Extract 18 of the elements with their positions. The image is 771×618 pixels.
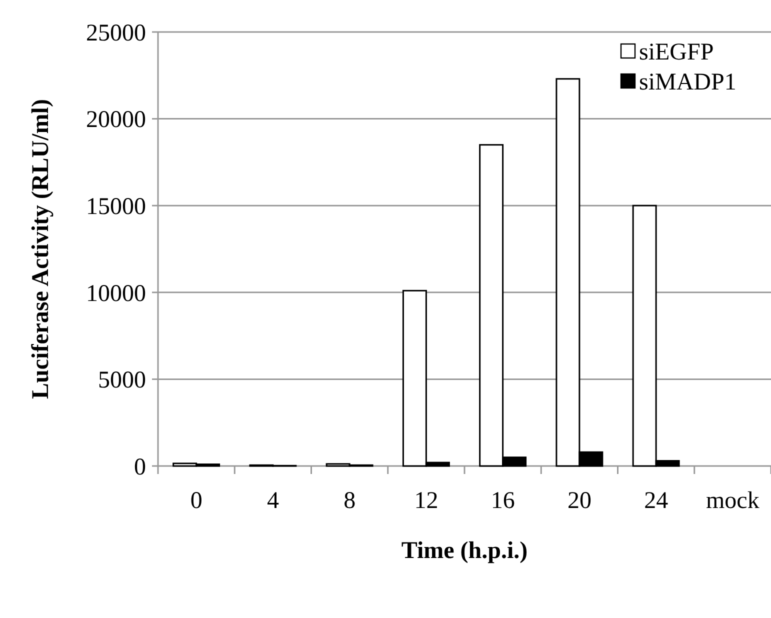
- y-tick-label: 0: [134, 454, 146, 480]
- x-tick-label: 0: [190, 488, 202, 514]
- x-tick-label: 8: [344, 488, 356, 514]
- x-tick-label: 24: [644, 488, 668, 514]
- y-tick-label: 5000: [98, 368, 146, 394]
- legend-label: siEGFP: [639, 39, 714, 66]
- y-tick-label: 20000: [86, 107, 146, 134]
- x-tick-label: mock: [706, 488, 760, 514]
- x-tick-label: 20: [567, 488, 592, 514]
- x-axis-title: Time (h.p.i.): [401, 538, 528, 564]
- y-tick-label: 10000: [86, 280, 146, 307]
- x-tick-label: 4: [266, 488, 279, 514]
- y-tick-label: 25000: [86, 20, 146, 46]
- legend-label: siMADP1: [639, 69, 736, 96]
- x-tick-label: 16: [490, 488, 515, 514]
- y-tick-label: 15000: [86, 194, 146, 220]
- x-tick-label: 12: [414, 488, 438, 514]
- y-axis-title: Luciferase Activity (RLU/ml): [28, 99, 54, 399]
